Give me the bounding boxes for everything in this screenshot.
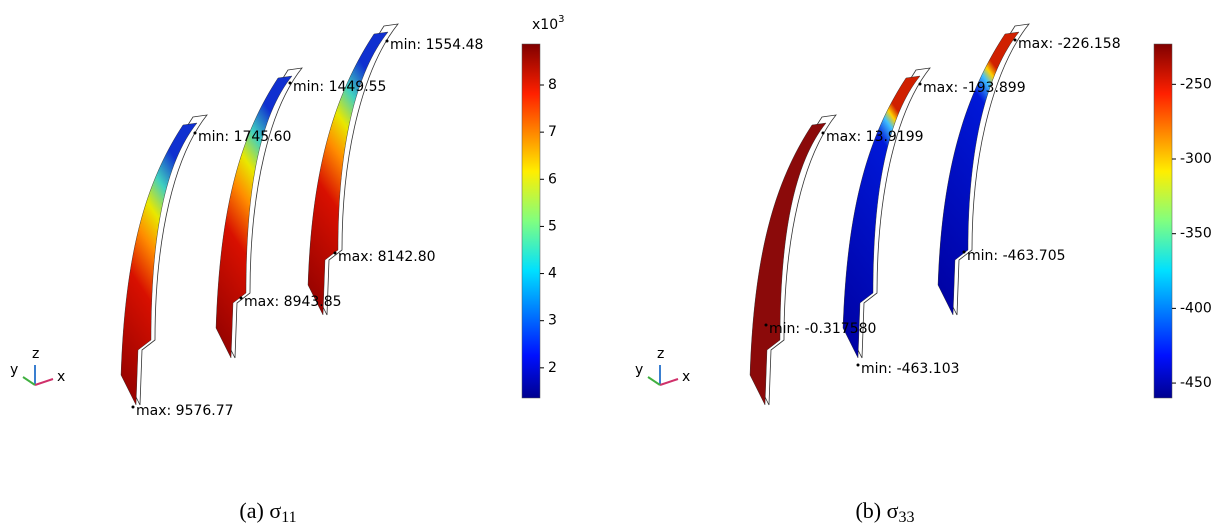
colorbar-tick-label: 6	[548, 171, 557, 187]
probe-point	[822, 132, 825, 135]
colorbar-tick-label: 5	[548, 218, 557, 234]
colorbar-tick-label: -300	[1180, 151, 1212, 167]
probe-point	[963, 251, 966, 254]
probe-point	[1014, 39, 1017, 42]
annotation: min: -463.705	[967, 248, 1066, 264]
probe-point	[240, 297, 243, 300]
caption-text: (a) σ	[239, 498, 281, 523]
colorbar-tick-label: 7	[548, 124, 557, 140]
caption: (b) σ33	[855, 498, 914, 525]
probe-point	[334, 252, 337, 255]
annotation: max: -193.899	[923, 80, 1026, 96]
triad-y	[648, 377, 660, 385]
probe-point	[194, 132, 197, 135]
triad-label: y	[10, 362, 18, 378]
annotation: max: 13.9199	[826, 129, 924, 145]
annotation: min: 1554.48	[390, 37, 483, 53]
triad-label: x	[682, 369, 690, 385]
colorbar-tick-label: 3	[548, 313, 557, 329]
probe-point	[765, 324, 768, 327]
triad-x	[660, 379, 678, 385]
probe-point	[857, 364, 860, 367]
annotation: max: 9576.77	[136, 403, 234, 419]
colorbar-multiplier: x103	[532, 14, 564, 33]
colorbar-tick-label: -400	[1180, 300, 1212, 316]
colorbar	[522, 44, 540, 398]
blade	[843, 76, 920, 358]
annotation: min: -0.317580	[769, 321, 876, 337]
triad-label: y	[635, 362, 643, 378]
page: min: 1554.48 min: 1449.55 min: 1745.60 max:…	[0, 0, 1215, 525]
blade	[308, 32, 388, 315]
colorbar-tick-label: -250	[1180, 76, 1212, 92]
annotation: min: -463.103	[861, 361, 960, 377]
multiplier-base: x10	[532, 17, 558, 33]
caption-text: (b) σ	[855, 498, 898, 523]
triad-label: x	[57, 369, 65, 385]
colorbar-tick-label: -350	[1180, 226, 1212, 242]
annotation: max: 8943.85	[244, 294, 342, 310]
probe-point	[919, 83, 922, 86]
annotation: min: 1745.60	[198, 129, 291, 145]
annotation: max: -226.158	[1018, 36, 1121, 52]
triad-label: z	[32, 346, 39, 362]
probe-point	[289, 82, 292, 85]
figure: min: 1554.48 min: 1449.55 min: 1745.60 max:…	[0, 0, 1215, 525]
caption: (a) σ11	[239, 498, 296, 525]
probe-point	[386, 40, 389, 43]
annotation: min: 1449.55	[293, 79, 386, 95]
colorbar-tick-label: 8	[548, 77, 557, 93]
caption-subscript: 33	[899, 509, 915, 525]
blade	[938, 32, 1019, 315]
triad-label: z	[657, 346, 664, 362]
colorbar-tick-label: 2	[548, 360, 557, 376]
probe-point	[132, 406, 135, 409]
colorbar	[1154, 44, 1172, 398]
multiplier-exponent: 3	[558, 14, 564, 25]
triad-y	[23, 377, 35, 385]
triad-x	[35, 379, 53, 385]
colorbar-tick-label: -450	[1180, 375, 1212, 391]
annotation: max: 8142.80	[338, 249, 436, 265]
colorbar-tick-label: 4	[548, 266, 557, 282]
caption-subscript: 11	[281, 509, 296, 525]
